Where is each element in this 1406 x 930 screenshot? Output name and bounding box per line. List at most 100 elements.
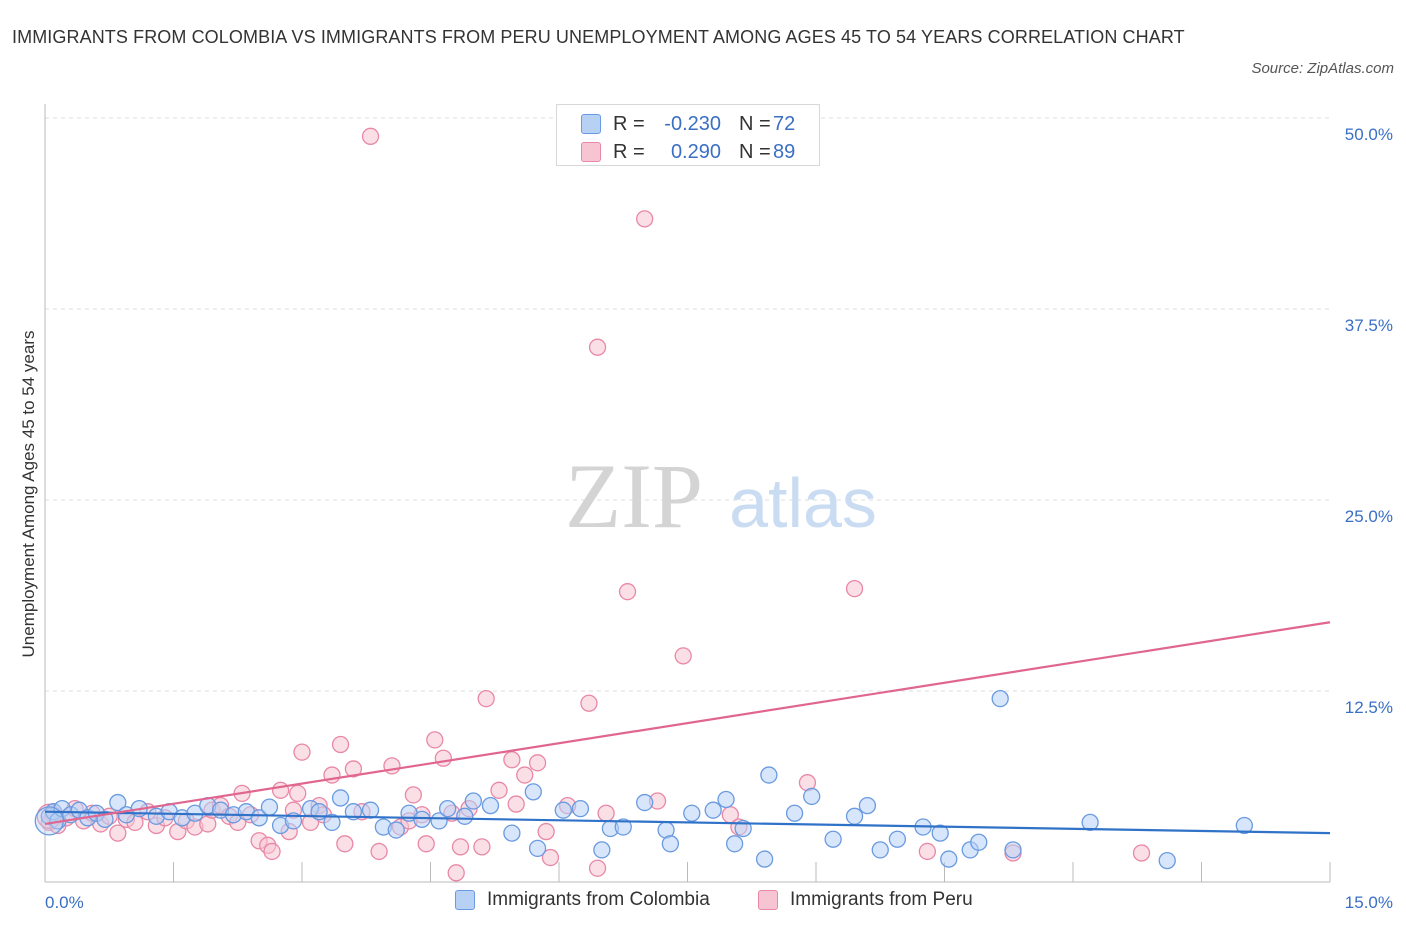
point-peru bbox=[109, 824, 127, 842]
point-colombia bbox=[323, 813, 341, 832]
trend-line-peru bbox=[44, 621, 1331, 826]
point-peru bbox=[336, 835, 354, 853]
legend-r-label: R = bbox=[613, 112, 645, 135]
point-peru bbox=[541, 848, 560, 867]
point-peru bbox=[588, 338, 607, 356]
point-peru bbox=[404, 786, 423, 804]
point-colombia bbox=[387, 821, 405, 839]
series-colombia-points bbox=[34, 689, 1253, 870]
y-tick-label: 25.0% bbox=[1345, 507, 1393, 526]
point-peru bbox=[674, 647, 692, 665]
point-colombia bbox=[940, 850, 958, 868]
point-peru bbox=[507, 795, 525, 813]
point-colombia bbox=[528, 839, 547, 858]
trend-lines bbox=[44, 621, 1331, 835]
axes bbox=[44, 104, 1331, 883]
point-peru bbox=[451, 838, 470, 856]
legend-swatch-peru bbox=[581, 142, 601, 162]
bottom-legend-label-colombia: Immigrants from Colombia bbox=[487, 889, 710, 910]
point-colombia bbox=[888, 830, 907, 848]
bottom-legend-swatch-peru bbox=[758, 890, 778, 910]
point-peru bbox=[447, 864, 465, 882]
legend-n-label: N = bbox=[739, 140, 771, 163]
point-peru bbox=[383, 757, 401, 775]
point-peru bbox=[490, 781, 508, 799]
point-colombia bbox=[481, 796, 500, 815]
point-colombia bbox=[554, 801, 572, 819]
point-colombia bbox=[683, 804, 701, 822]
point-peru bbox=[293, 743, 311, 761]
x-tick-label-min: 0.0% bbox=[45, 893, 84, 912]
point-peru bbox=[845, 579, 864, 598]
point-colombia bbox=[803, 787, 821, 806]
legend-n-value: 72 bbox=[773, 112, 796, 135]
point-colombia bbox=[464, 792, 482, 810]
watermark-atlas: atlas bbox=[729, 464, 877, 542]
point-colombia bbox=[845, 807, 864, 825]
point-colombia bbox=[725, 835, 744, 853]
legend-row-peru: R = 0.290 N = 89 bbox=[581, 139, 795, 165]
legend-row-colombia: R = -0.230 N = 72 bbox=[581, 111, 795, 137]
y-tick-label: 50.0% bbox=[1345, 125, 1393, 144]
point-peru bbox=[1132, 844, 1151, 862]
point-colombia bbox=[931, 824, 949, 842]
tick-labels: 12.5% 25.0% 37.5% 50.0% 0.0% 15.0% bbox=[45, 125, 1393, 912]
source-label: Source: ZipAtlas.com bbox=[1251, 60, 1394, 77]
point-colombia bbox=[614, 818, 632, 836]
point-colombia bbox=[704, 801, 722, 819]
legend-r-label: R = bbox=[613, 140, 645, 163]
point-colombia bbox=[361, 801, 380, 819]
point-peru bbox=[528, 754, 547, 772]
point-peru bbox=[516, 766, 534, 784]
point-peru bbox=[636, 210, 654, 228]
point-colombia bbox=[970, 833, 988, 851]
y-axis-label: Unemployment Among Ages 45 to 54 years bbox=[19, 331, 38, 658]
legend-n-label: N = bbox=[739, 112, 771, 135]
point-colombia bbox=[734, 819, 752, 838]
legend-r-value: 0.290 bbox=[670, 140, 721, 163]
point-colombia bbox=[824, 830, 842, 848]
point-peru bbox=[580, 694, 598, 712]
point-colombia bbox=[991, 689, 1009, 708]
point-colombia bbox=[785, 804, 804, 822]
point-peru bbox=[417, 835, 435, 853]
point-peru bbox=[918, 842, 937, 861]
legend-n-value: 89 bbox=[773, 140, 796, 163]
x-tick-label-max: 15.0% bbox=[1345, 893, 1393, 912]
point-peru bbox=[597, 804, 615, 822]
point-peru bbox=[434, 749, 453, 767]
grid-lines bbox=[45, 117, 1330, 692]
point-colombia bbox=[755, 850, 774, 868]
trend-line-colombia bbox=[44, 810, 1331, 835]
point-colombia bbox=[260, 798, 279, 816]
point-peru bbox=[618, 583, 637, 601]
point-colombia bbox=[1004, 841, 1022, 859]
point-colombia bbox=[636, 793, 654, 812]
point-peru bbox=[289, 784, 307, 803]
point-peru bbox=[263, 842, 281, 861]
point-peru bbox=[503, 751, 521, 769]
point-colombia bbox=[717, 790, 735, 809]
bottom-legend-label-peru: Immigrants from Peru bbox=[790, 889, 973, 910]
point-colombia bbox=[593, 841, 611, 859]
point-colombia bbox=[109, 793, 127, 812]
point-colombia bbox=[430, 812, 448, 830]
point-colombia bbox=[1158, 851, 1176, 870]
legend-swatch-colombia bbox=[581, 114, 601, 134]
point-colombia bbox=[1235, 816, 1253, 835]
point-peru bbox=[370, 842, 388, 861]
point-peru bbox=[537, 822, 555, 841]
point-colombia bbox=[524, 783, 542, 801]
point-colombia bbox=[871, 841, 889, 859]
y-tick-label: 37.5% bbox=[1345, 316, 1393, 335]
point-colombia bbox=[503, 824, 521, 842]
point-colombia bbox=[438, 800, 457, 818]
point-peru bbox=[477, 689, 495, 708]
bottom-legend-peru: Immigrants from Peru bbox=[758, 889, 973, 911]
point-colombia bbox=[413, 810, 431, 829]
legend-r-value: -0.230 bbox=[664, 112, 721, 135]
point-peru bbox=[344, 760, 363, 778]
point-colombia bbox=[760, 766, 778, 784]
point-colombia bbox=[250, 809, 268, 827]
point-peru bbox=[473, 838, 491, 856]
